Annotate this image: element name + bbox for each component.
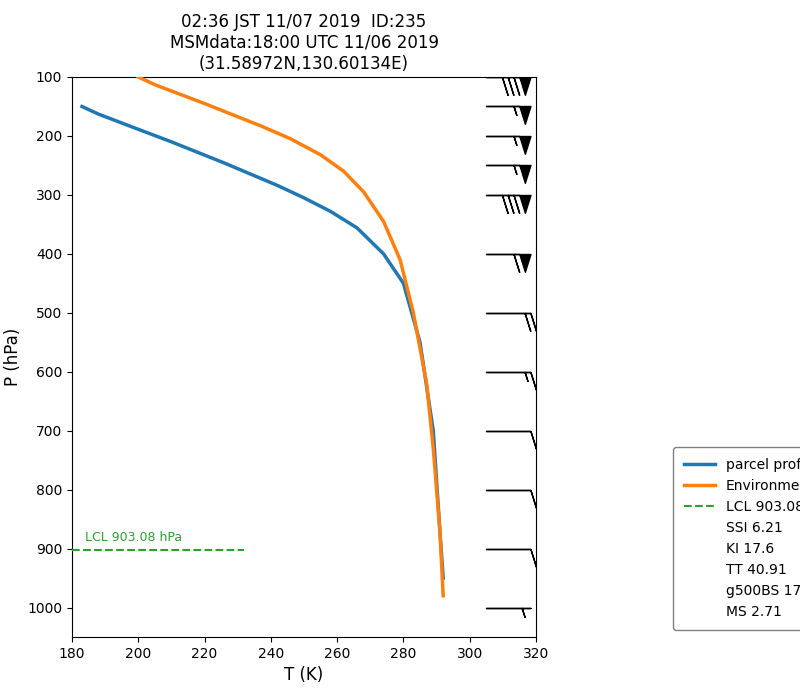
parcel profile [77,102,86,111]
parcel profile [352,224,362,232]
Environment [435,526,445,535]
parcel profile [140,127,150,136]
parcel profile [415,338,425,346]
Text: LCL 903.08 hPa: LCL 903.08 hPa [86,531,182,545]
Environment [134,73,143,81]
Environment [378,217,388,225]
X-axis label: T (K): T (K) [284,666,324,685]
parcel profile [299,194,309,202]
Environment [316,150,326,159]
parcel profile [378,250,388,258]
parcel profile [438,574,448,582]
parcel profile [273,181,282,190]
Environment [339,167,349,176]
Environment [359,188,369,196]
Environment [422,379,431,388]
parcel profile [94,110,103,118]
Environment [150,80,160,89]
parcel profile [246,170,256,178]
parcel profile [166,138,176,146]
parcel profile [220,159,230,167]
Y-axis label: P (hPa): P (hPa) [3,328,22,386]
Environment [286,134,295,143]
Environment [395,256,405,264]
Legend: parcel profile, Environment, LCL 903.08 hPa, SSI 6.21, KI 17.6, TT 40.91, g500BS: parcel profile, Environment, LCL 903.08 … [673,447,800,630]
parcel profile [429,426,438,435]
Title: 02:36 JST 11/07 2019  ID:235
MSMdata:18:00 UTC 11/06 2019
(31.58972N,130.60134E): 02:36 JST 11/07 2019 ID:235 MSMdata:18:0… [170,13,438,73]
Environment [438,592,448,600]
Environment [226,110,236,118]
parcel profile [193,148,202,157]
Environment [429,444,438,453]
Environment [256,122,266,130]
Environment [409,309,418,317]
parcel profile [326,207,335,216]
parcel profile [435,526,445,535]
Environment [200,99,210,108]
parcel profile [398,279,408,288]
parcel profile [117,119,126,127]
Environment [174,90,183,98]
Line: parcel profile: parcel profile [82,106,443,578]
Line: Environment: Environment [138,77,443,596]
